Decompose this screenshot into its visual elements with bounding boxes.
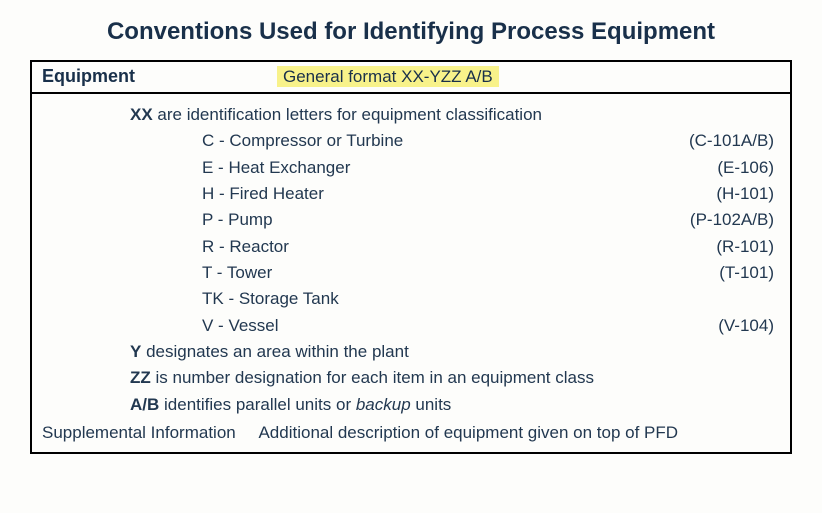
definition-label: E - Heat Exchanger [202, 155, 717, 181]
ab-backup: backup [356, 395, 411, 414]
definition-row: C - Compressor or Turbine (C-101A/B) [202, 128, 780, 154]
zz-note: ZZ is number designation for each item i… [130, 365, 780, 391]
xx-prefix: XX [130, 105, 153, 124]
definition-example: (P-102A/B) [690, 207, 780, 233]
ab-note: A/B identifies parallel units or backup … [130, 392, 780, 418]
supplemental-label: Supplemental Information [42, 423, 236, 442]
ab-mid: identifies parallel units or [159, 395, 356, 414]
supplemental-row: Supplemental Information Additional desc… [42, 420, 780, 446]
definition-label: R - Reactor [202, 234, 716, 260]
definition-row: R - Reactor (R-101) [202, 234, 780, 260]
definition-example: (H-101) [716, 181, 780, 207]
zz-rest: is number designation for each item in a… [151, 368, 594, 387]
definition-example: (T-101) [719, 260, 780, 286]
definition-row: V - Vessel (V-104) [202, 313, 780, 339]
xx-intro: XX are identification letters for equipm… [130, 102, 780, 128]
definition-example: (V-104) [718, 313, 780, 339]
definition-example: (C-101A/B) [689, 128, 780, 154]
definition-label: H - Fired Heater [202, 181, 716, 207]
definition-row: P - Pump (P-102A/B) [202, 207, 780, 233]
header-format-cell: General format XX-YZZ A/B [217, 67, 780, 87]
header-equipment: Equipment [42, 66, 217, 87]
xx-rest: are identification letters for equipment… [153, 105, 542, 124]
zz-prefix: ZZ [130, 368, 151, 387]
y-rest: designates an area within the plant [141, 342, 408, 361]
conventions-table: Equipment General format XX-YZZ A/B XX a… [30, 60, 792, 454]
definition-label: C - Compressor or Turbine [202, 128, 689, 154]
y-prefix: Y [130, 342, 141, 361]
y-note: Y designates an area within the plant [130, 339, 780, 365]
definition-row: H - Fired Heater (H-101) [202, 181, 780, 207]
table-header-row: Equipment General format XX-YZZ A/B [32, 62, 790, 94]
definition-row: TK - Storage Tank [202, 286, 780, 312]
definition-row: T - Tower (T-101) [202, 260, 780, 286]
ab-end: units [411, 395, 452, 414]
page-title: Conventions Used for Identifying Process… [30, 18, 792, 46]
definition-label: T - Tower [202, 260, 719, 286]
definition-label: P - Pump [202, 207, 690, 233]
supplemental-text: Additional description of equipment give… [258, 423, 678, 442]
definition-example: (R-101) [716, 234, 780, 260]
table-body: XX are identification letters for equipm… [32, 94, 790, 452]
definition-example: (E-106) [717, 155, 780, 181]
equipment-definitions: C - Compressor or Turbine (C-101A/B) E -… [202, 128, 780, 339]
ab-prefix: A/B [130, 395, 159, 414]
definition-label: TK - Storage Tank [202, 286, 774, 312]
general-format-highlight: General format XX-YZZ A/B [277, 66, 499, 87]
definition-row: E - Heat Exchanger (E-106) [202, 155, 780, 181]
definition-label: V - Vessel [202, 313, 718, 339]
